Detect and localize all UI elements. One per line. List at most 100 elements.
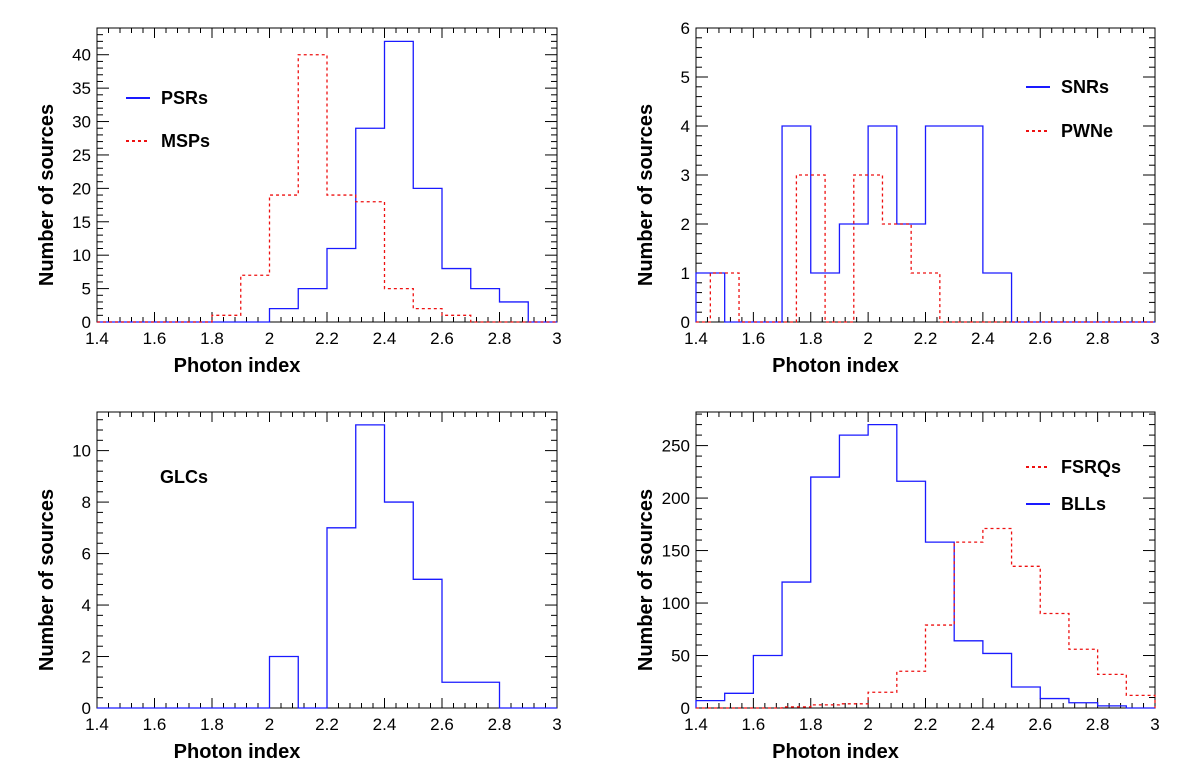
x-tick-label: 2.8 xyxy=(1086,715,1110,734)
y-tick-label: 3 xyxy=(681,166,690,185)
y-tick-label: 0 xyxy=(681,313,690,332)
histogram-bin xyxy=(270,657,299,708)
histogram-bin xyxy=(212,315,241,322)
histogram-bin xyxy=(413,188,442,322)
x-tick-label: 3 xyxy=(552,715,561,734)
x-tick-label: 2.2 xyxy=(315,715,339,734)
histogram-bin xyxy=(796,175,825,322)
x-tick-label: 1.6 xyxy=(143,715,167,734)
histogram-bin xyxy=(413,309,442,322)
histogram-bin xyxy=(1040,614,1069,708)
histogram-bin xyxy=(868,425,897,708)
x-tick-label: 2.6 xyxy=(1028,329,1052,348)
histogram-bin xyxy=(327,195,356,322)
histogram-bin xyxy=(442,315,471,322)
y-tick-label: 5 xyxy=(681,68,690,87)
chart-panel-glc: 1.4 1.6 1.8 2 2.2 2.4 2.6 2.8 3 0 2 4 6 8 10 Photon ind… xyxy=(36,411,562,763)
histogram-bin xyxy=(911,273,940,322)
y-axis-title: Number of sources xyxy=(36,489,58,671)
x-tick-label: 2.2 xyxy=(914,329,938,348)
legend-label: GLCs xyxy=(160,467,208,487)
x-tick-label: 2.2 xyxy=(914,715,938,734)
x-axis-title: Photon index xyxy=(772,355,899,377)
histogram-series-psrs xyxy=(97,40,557,323)
histogram-series-glcs xyxy=(97,424,557,709)
y-tick-label: 200 xyxy=(662,489,690,508)
x-tick-label: 2.6 xyxy=(430,715,454,734)
histogram-series-blls xyxy=(695,423,1155,709)
legend-label: PWNe xyxy=(1061,121,1113,141)
histogram-bin xyxy=(413,579,442,708)
histogram-bin xyxy=(696,701,725,708)
x-tick-label: 1.8 xyxy=(799,715,823,734)
x-tick-label: 2.8 xyxy=(488,715,512,734)
y-tick-label: 1 xyxy=(681,264,690,283)
y-tick-label: 8 xyxy=(82,493,91,512)
x-tick-label: 2.4 xyxy=(971,329,995,348)
histogram-bin xyxy=(1069,649,1098,708)
histogram-bin xyxy=(983,273,1012,322)
y-tick-label: 6 xyxy=(681,19,690,38)
legend-label: FSRQs xyxy=(1061,457,1121,477)
x-tick-label: 1.4 xyxy=(85,329,109,348)
histogram-bin xyxy=(356,202,385,322)
x-tick-label: 1.8 xyxy=(799,329,823,348)
x-tick-label: 1.8 xyxy=(200,715,224,734)
histogram-bin xyxy=(983,529,1012,708)
x-tick-label: 2.8 xyxy=(488,329,512,348)
y-tick-label: 100 xyxy=(662,594,690,613)
histogram-bin xyxy=(926,625,955,708)
x-tick-label: 2 xyxy=(863,329,872,348)
x-tick-label: 2.8 xyxy=(1086,329,1110,348)
histogram-bin xyxy=(839,435,868,708)
x-tick-label: 1.4 xyxy=(684,715,708,734)
histogram-bin xyxy=(782,582,811,708)
histogram-bin xyxy=(356,425,385,708)
y-tick-label: 6 xyxy=(82,545,91,564)
y-axis-title: Number of sources xyxy=(635,489,657,671)
y-tick-label: 4 xyxy=(82,596,91,615)
x-tick-label: 1.4 xyxy=(684,329,708,348)
histogram-bin xyxy=(270,195,299,322)
histogram-bin xyxy=(471,289,500,322)
x-tick-label: 1.6 xyxy=(742,329,766,348)
histogram-bin xyxy=(385,41,414,322)
histogram-series-msps xyxy=(97,54,557,323)
y-tick-label: 10 xyxy=(72,442,91,461)
x-tick-label: 2 xyxy=(265,715,274,734)
y-tick-label: 10 xyxy=(72,246,91,265)
chart-panel-psr-msp: 1.4 1.6 1.8 2 2.2 2.4 2.6 2.8 30510152025303540P… xyxy=(36,27,562,377)
histogram-bin xyxy=(471,682,500,708)
y-tick-label: 250 xyxy=(662,437,690,456)
histogram-bin xyxy=(811,705,840,708)
y-tick-label: 25 xyxy=(72,146,91,165)
histogram-bin xyxy=(500,302,529,322)
histogram-bin xyxy=(710,273,739,322)
x-tick-label: 3 xyxy=(552,329,561,348)
histogram-bin xyxy=(868,692,897,708)
x-tick-label: 2.4 xyxy=(373,715,397,734)
histogram-bin xyxy=(725,693,754,708)
chart-panel-fsrq-bll: 1.4 1.6 1.8 2 2.2 2.4 2.6 2.8 3 0 50 100 150 200 250 Ph… xyxy=(635,411,1160,763)
x-tick-label: 2.6 xyxy=(430,329,454,348)
histogram-bin xyxy=(897,671,926,708)
y-tick-label: 150 xyxy=(662,542,690,561)
chart-panel-snr-pwn: 1.4 1.6 1.8 2 2.2 2.4 2.6 2.8 3 0 1 2 3 4 5 6 Photon ind… xyxy=(635,19,1160,377)
histogram-bin xyxy=(385,502,414,708)
y-tick-label: 2 xyxy=(82,648,91,667)
y-tick-label: 20 xyxy=(72,179,91,198)
histogram-bin xyxy=(954,126,983,322)
x-tick-label: 2.6 xyxy=(1028,715,1052,734)
x-tick-label: 3 xyxy=(1150,715,1159,734)
y-tick-label: 30 xyxy=(72,113,91,132)
histogram-bin xyxy=(1012,566,1041,708)
histogram-bin xyxy=(385,289,414,322)
x-axis-title: Photon index xyxy=(772,741,899,763)
histogram-bin xyxy=(1098,674,1127,708)
histogram-bin xyxy=(811,477,840,708)
histogram-bin xyxy=(882,224,911,322)
legend-label: MSPs xyxy=(161,131,210,151)
y-tick-label: 5 xyxy=(82,280,91,299)
x-tick-label: 2.4 xyxy=(971,715,995,734)
y-tick-label: 15 xyxy=(72,213,91,232)
